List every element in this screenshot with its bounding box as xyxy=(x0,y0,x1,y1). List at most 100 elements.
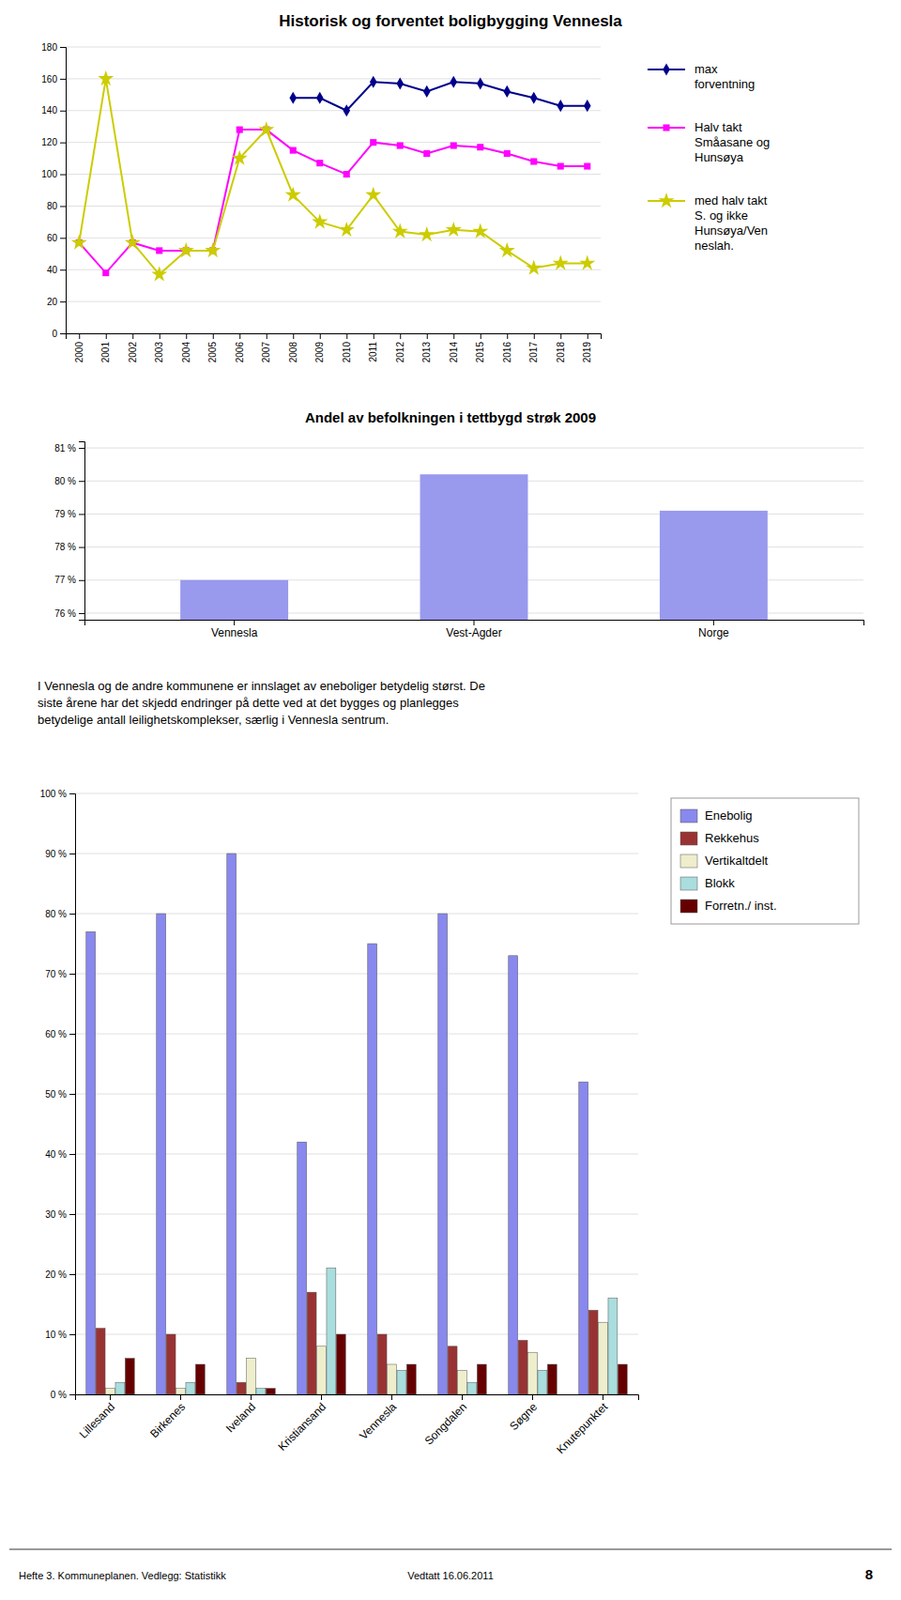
tick: 2006 xyxy=(234,333,245,363)
marker xyxy=(552,254,569,270)
tick: 2000 xyxy=(74,333,85,363)
legend-marker xyxy=(662,123,670,131)
bar xyxy=(598,1321,609,1394)
tick-label: 60 xyxy=(46,232,59,244)
marker xyxy=(365,186,382,202)
tick-mark xyxy=(60,110,66,112)
legend-label: med halv taktS. og ikkeHunsøya/Venneslah… xyxy=(694,193,768,253)
tick: 40 xyxy=(46,264,66,275)
marker xyxy=(423,150,430,157)
marker xyxy=(151,265,168,281)
tick: 2008 xyxy=(288,333,299,363)
tick: Iveland xyxy=(223,1393,259,1435)
tick-label: 77 % xyxy=(54,574,77,585)
y-axis: 020406080100120140160180 xyxy=(41,42,66,339)
bar xyxy=(195,1363,205,1394)
tick-mark xyxy=(69,1393,76,1395)
legend-label: Rekkehus xyxy=(704,830,760,845)
legend-label: maxforventning xyxy=(694,61,755,92)
legend-swatch xyxy=(680,854,698,868)
legend-label-line: med halv takt xyxy=(694,193,768,208)
tick-mark xyxy=(320,333,321,339)
plot-area xyxy=(180,473,768,620)
marker xyxy=(290,147,297,154)
tick-label: 2019 xyxy=(581,341,593,364)
bar xyxy=(476,1363,487,1394)
annotation-line: betydelige antall leilighetskomplekser, … xyxy=(37,712,389,727)
legend-label-line: Hunsøya xyxy=(694,150,745,165)
legend-label: Enebolig xyxy=(704,808,753,823)
tick-mark xyxy=(180,1393,182,1400)
bar xyxy=(617,1363,627,1394)
tick: 2001 xyxy=(100,333,111,363)
axis-line xyxy=(76,1394,640,1401)
bar xyxy=(306,1291,317,1394)
bar xyxy=(467,1381,477,1394)
tick-label: 76 % xyxy=(54,608,77,619)
series-line xyxy=(78,129,588,274)
tick: Knutepunktet xyxy=(553,1393,611,1456)
tick: Norge xyxy=(698,619,730,640)
tick: 20 xyxy=(46,296,66,307)
tick-label: 79 % xyxy=(54,508,77,520)
tick: 2014 xyxy=(448,333,459,363)
marker xyxy=(204,242,221,258)
tick-label: 10 % xyxy=(45,1328,67,1340)
tick: 180 xyxy=(41,42,66,53)
legend-label: Forretn./ inst. xyxy=(704,898,778,913)
marker xyxy=(396,76,404,90)
tick: 2019 xyxy=(581,333,593,363)
grid-line xyxy=(65,77,601,79)
bar xyxy=(176,1388,186,1394)
marker xyxy=(397,142,404,150)
tick: 2004 xyxy=(181,333,192,363)
tick-mark xyxy=(132,333,134,339)
tick: 100 xyxy=(41,168,66,180)
tick-mark xyxy=(320,1393,322,1400)
tick-mark xyxy=(78,480,85,482)
bar xyxy=(608,1298,618,1394)
tick-label: 0 % xyxy=(50,1389,67,1400)
tick-label: 60 % xyxy=(45,1028,67,1039)
tick-mark xyxy=(69,913,76,915)
tick: 2003 xyxy=(153,333,165,363)
marker xyxy=(525,259,542,275)
tick-mark xyxy=(60,237,66,239)
bar xyxy=(547,1363,557,1394)
tick: 80 % xyxy=(45,908,76,919)
bar xyxy=(106,1388,116,1394)
marker xyxy=(476,143,484,151)
marker xyxy=(583,99,592,112)
tick-label: 2008 xyxy=(288,341,299,364)
tick: 80 % xyxy=(54,475,85,487)
bar xyxy=(166,1333,176,1394)
tick-label: Vennesla xyxy=(356,1399,399,1442)
legend-marker xyxy=(657,192,674,208)
tick-mark xyxy=(106,333,107,339)
bar xyxy=(458,1369,468,1394)
marker xyxy=(449,76,458,89)
tick-label: Vennesla xyxy=(211,626,259,640)
tick-mark xyxy=(602,1393,604,1400)
legend-swatch xyxy=(680,876,698,890)
tick-mark xyxy=(453,333,455,339)
marker xyxy=(289,91,297,105)
marker xyxy=(556,99,565,112)
bar xyxy=(406,1363,416,1394)
axis-line xyxy=(78,442,86,621)
legend-label: Blokk xyxy=(704,875,735,890)
annotation: I Vennesla og de andre kommunene er inns… xyxy=(37,678,486,727)
bar xyxy=(156,913,167,1394)
tick-label: 180 xyxy=(41,42,58,53)
bar xyxy=(518,1339,528,1394)
tick-mark xyxy=(60,142,66,144)
annotation-line: siste årene har det skjedd endringer på … xyxy=(37,695,459,710)
grid-line xyxy=(65,237,601,239)
marker xyxy=(579,254,596,270)
tick-mark xyxy=(78,333,80,339)
legend-marker xyxy=(662,62,671,76)
marker xyxy=(369,76,378,89)
tick-mark xyxy=(560,333,562,339)
tick: 77 % xyxy=(54,574,85,585)
bar xyxy=(317,1345,327,1394)
